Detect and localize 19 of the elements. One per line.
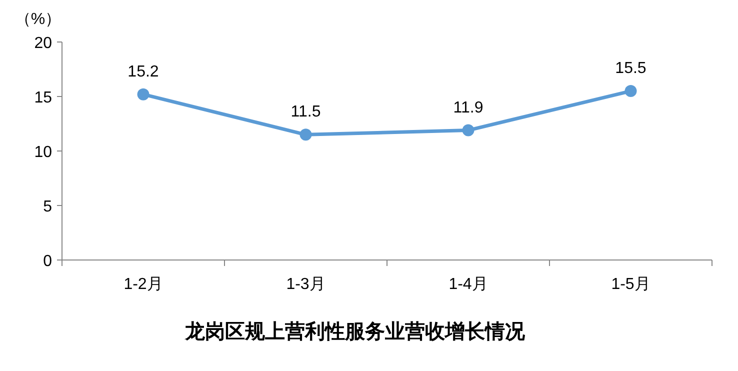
y-tick-label: 0: [43, 253, 52, 270]
data-label: 15.5: [615, 60, 646, 78]
point: [624, 85, 637, 98]
y-tick-label: 15: [34, 90, 52, 106]
y-tick-label: 20: [34, 35, 52, 52]
data-label: 11.5: [290, 104, 321, 121]
point: [462, 124, 474, 136]
y-axis-title: （%）: [14, 11, 62, 28]
x-tick-label: 1-5月: [611, 276, 650, 293]
text: 龙岗区规上营利性服务业营收增长情况: [184, 319, 526, 343]
x-tick-label: 1-3月: [286, 276, 326, 293]
point: [137, 88, 150, 100]
x-tick-label: 1-2月: [124, 276, 163, 293]
data-label: 11.9: [453, 99, 484, 116]
y-tick-label: 10: [34, 144, 52, 161]
x-tick-label: 1-4月: [448, 276, 488, 293]
point: [300, 128, 312, 141]
y-tick-label: 5: [43, 198, 52, 216]
data-label: 15.2: [128, 63, 159, 80]
